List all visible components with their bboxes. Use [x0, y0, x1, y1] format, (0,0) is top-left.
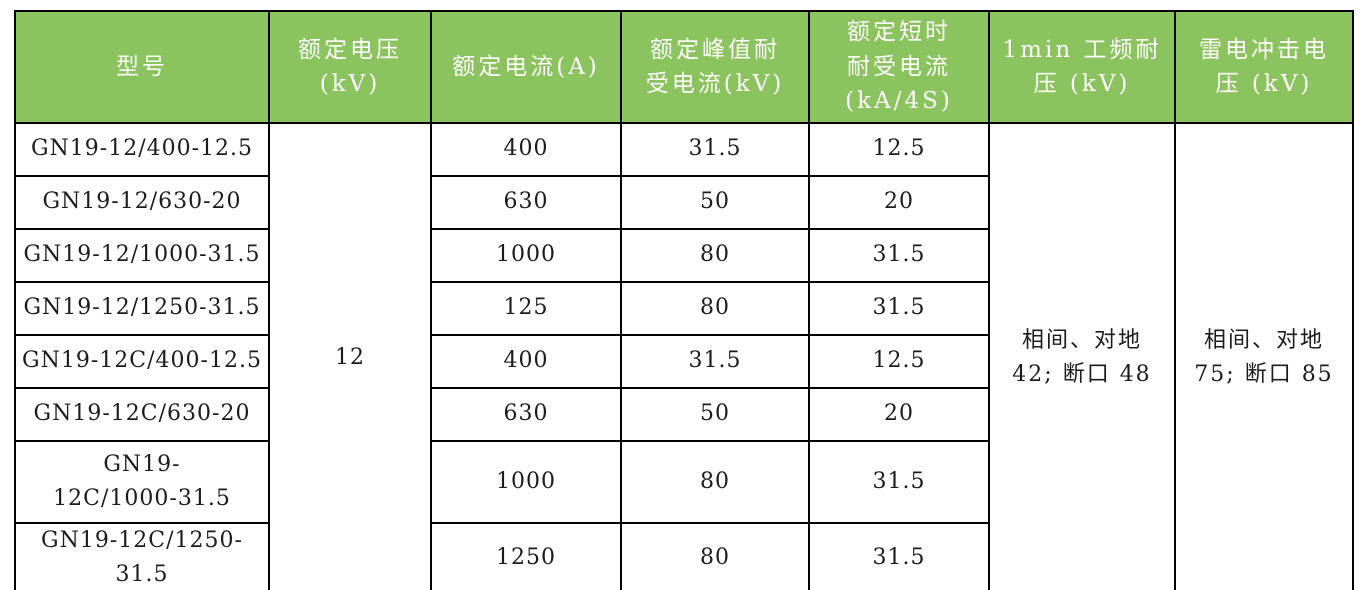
header-row: 型号 额定电压 (kV) 额定电流(A) 额定峰值耐 受电流(kV) 额定短时 …: [14, 10, 1354, 124]
model-cell: GN19-12/630-20: [14, 175, 270, 230]
header-short-time-withstand-current: 额定短时 耐受电流 (kA/4S): [808, 10, 990, 124]
current-cell: 400: [430, 334, 622, 389]
header-rated-voltage: 额定电压 (kV): [268, 10, 432, 124]
current-cell: 400: [430, 122, 622, 177]
model-cell: GN19-12C/630-20: [14, 387, 270, 442]
table-row: GN19-12C/630-20 630 50 20: [14, 387, 1353, 442]
current-cell: 630: [430, 175, 622, 230]
peak-cell: 80: [620, 228, 810, 283]
model-cell: GN19- 12C/1000-31.5: [14, 440, 270, 524]
table-row: GN19-12/1250-31.5 125 80 31.5: [14, 281, 1353, 336]
rated-voltage-cell: 12: [268, 122, 432, 590]
header-lightning-impulse: 雷电冲击电 压 (kV): [1174, 10, 1354, 124]
short-time-cell: 12.5: [808, 122, 990, 177]
table-row: GN19-12/630-20 630 50 20: [14, 175, 1353, 230]
table-row: GN19-12C/1250-31.5 1250 80 31.5: [14, 522, 1353, 590]
peak-cell: 31.5: [620, 122, 810, 177]
peak-cell: 31.5: [620, 334, 810, 389]
model-cell: GN19-12/400-12.5: [14, 122, 270, 177]
power-frequency-withstand-cell: 相间、对地 42; 断口 48: [988, 122, 1176, 590]
peak-cell: 80: [620, 440, 810, 524]
model-cell: GN19-12C/1250-31.5: [14, 522, 270, 590]
model-cell: GN19-12C/400-12.5: [14, 334, 270, 389]
table-row: GN19-12C/400-12.5 400 31.5 12.5: [14, 334, 1353, 389]
current-cell: 1000: [430, 228, 622, 283]
header-peak-withstand-current: 额定峰值耐 受电流(kV): [620, 10, 810, 124]
short-time-cell: 12.5: [808, 334, 990, 389]
header-rated-current: 额定电流(A): [430, 10, 622, 124]
current-cell: 1250: [430, 522, 622, 590]
short-time-cell: 31.5: [808, 281, 990, 336]
header-power-frequency-withstand: 1min 工频耐 压 (kV): [988, 10, 1176, 124]
short-time-cell: 31.5: [808, 228, 990, 283]
table-row: GN19- 12C/1000-31.5 1000 80 31.5: [14, 440, 1353, 524]
table-row: GN19-12/400-12.5 12 400 31.5 12.5 相间、对地 …: [14, 122, 1354, 590]
current-cell: 630: [430, 387, 622, 442]
header-model: 型号: [14, 10, 270, 124]
current-cell: 1000: [430, 440, 622, 524]
short-time-cell: 31.5: [808, 440, 990, 524]
model-cell: GN19-12/1250-31.5: [14, 281, 270, 336]
model-cell: GN19-12/1000-31.5: [14, 228, 270, 283]
peak-cell: 80: [620, 522, 810, 590]
spec-table: 型号 额定电压 (kV) 额定电流(A) 额定峰值耐 受电流(kV) 额定短时 …: [14, 10, 1354, 590]
current-cell: 125: [430, 281, 622, 336]
peak-cell: 50: [620, 387, 810, 442]
table-row: GN19-12/1000-31.5 1000 80 31.5: [14, 228, 1353, 283]
peak-cell: 50: [620, 175, 810, 230]
short-time-cell: 20: [808, 175, 990, 230]
short-time-cell: 31.5: [808, 522, 990, 590]
peak-cell: 80: [620, 281, 810, 336]
lightning-impulse-cell: 相间、对地 75; 断口 85: [1174, 122, 1354, 590]
short-time-cell: 20: [808, 387, 990, 442]
